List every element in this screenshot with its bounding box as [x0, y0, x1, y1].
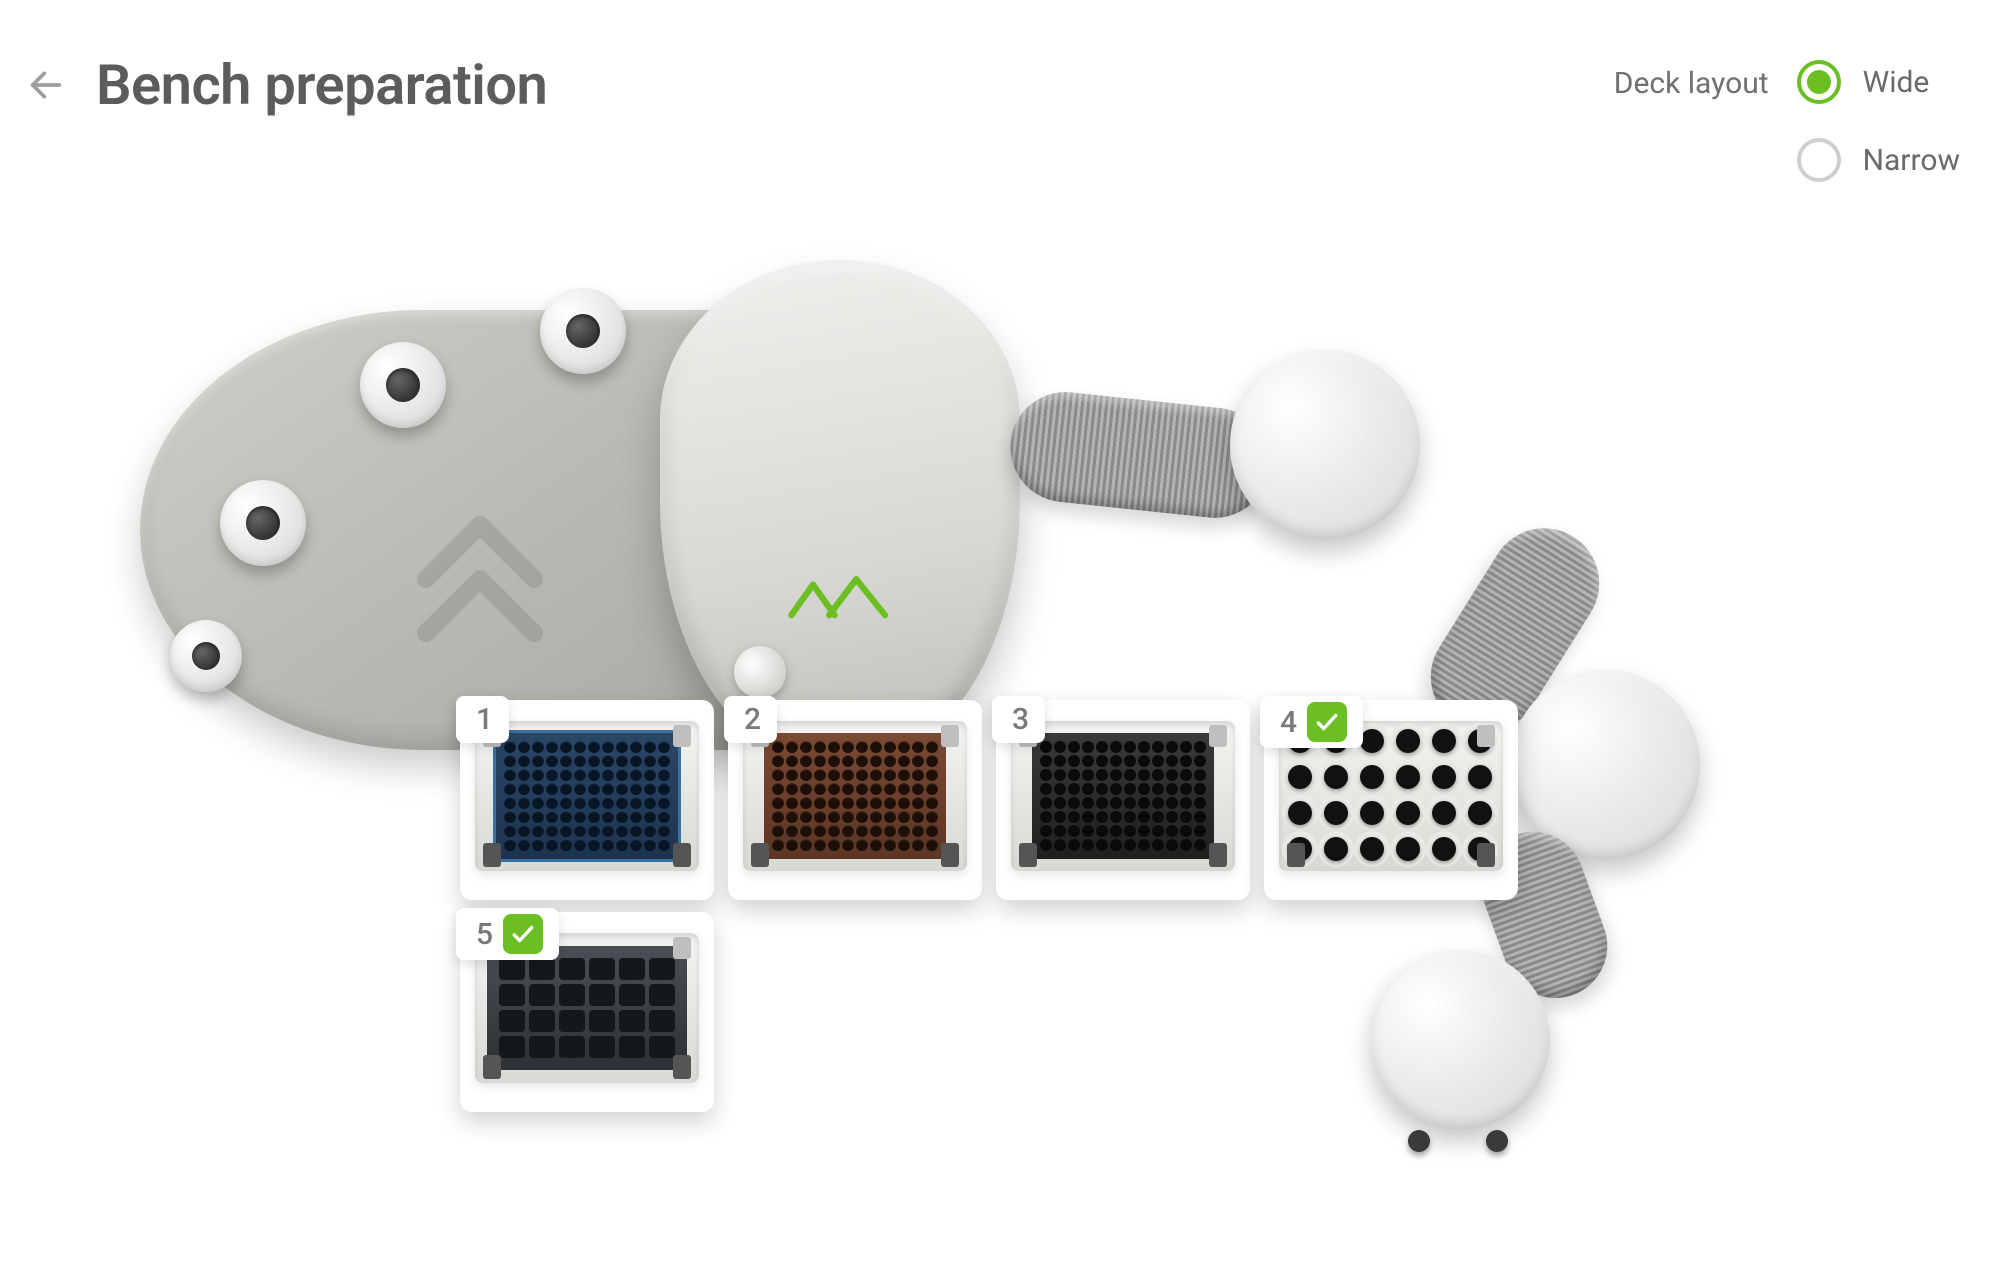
robot-eye — [734, 646, 786, 698]
bench-stage: 1 2 3 4 5 — [140, 260, 1780, 1140]
slot-badge: 5 — [456, 908, 559, 960]
well-grid — [764, 733, 946, 859]
page-title: Bench preparation — [96, 52, 547, 118]
check-icon — [503, 914, 543, 954]
deck-layout-label: Deck layout — [1614, 60, 1769, 101]
radio-indicator — [1797, 138, 1841, 182]
plate-holder — [743, 721, 967, 871]
deck-plate-grid: 1 2 3 4 5 — [460, 700, 1518, 1112]
robot-arm-tip — [1408, 1130, 1430, 1152]
app-root: Bench preparation Deck layout Wide Narro… — [0, 0, 2000, 1280]
page-header: Bench preparation Deck layout Wide Narro… — [24, 52, 1960, 182]
robot-head — [660, 260, 1020, 760]
robot-arm-joint — [1230, 350, 1420, 540]
back-button[interactable] — [24, 63, 68, 107]
deck-layout-picker: Deck layout Wide Narrow — [1614, 52, 1960, 182]
arrow-left-icon — [26, 65, 66, 105]
well-grid — [487, 946, 687, 1070]
pump-knob[interactable] — [360, 342, 446, 428]
deck-layout-option-narrow[interactable]: Narrow — [1797, 138, 1960, 182]
slot-badge: 2 — [724, 696, 777, 743]
slot-number: 4 — [1280, 705, 1297, 740]
radio-indicator — [1797, 60, 1841, 104]
slot-number: 5 — [476, 917, 493, 952]
deck-slot-4[interactable]: 4 — [1264, 700, 1518, 900]
well-grid — [1032, 733, 1214, 859]
radio-label: Narrow — [1863, 143, 1960, 178]
robot-arm-tip — [1486, 1130, 1508, 1152]
well-grid — [493, 730, 681, 862]
deck-layout-radio-group: Wide Narrow — [1797, 60, 1960, 182]
slot-number: 1 — [476, 702, 493, 737]
deck-slot-5[interactable]: 5 — [460, 912, 714, 1112]
plate-holder — [1011, 721, 1235, 871]
deck-slot-1[interactable]: 1 — [460, 700, 714, 900]
deck-layout-option-wide[interactable]: Wide — [1797, 60, 1960, 104]
pump-knob[interactable] — [540, 288, 626, 374]
deck-slot-2[interactable]: 2 — [728, 700, 982, 900]
plate-holder — [475, 721, 699, 871]
pump-knob[interactable] — [170, 620, 242, 692]
base-chevrons-icon — [370, 480, 590, 660]
slot-badge: 4 — [1260, 696, 1363, 748]
radio-label: Wide — [1863, 65, 1930, 100]
deck-slot-3[interactable]: 3 — [996, 700, 1250, 900]
slot-number: 2 — [744, 702, 761, 737]
slot-badge: 1 — [456, 696, 509, 743]
check-icon — [1307, 702, 1347, 742]
brand-logo-icon — [785, 572, 895, 630]
slot-number: 3 — [1012, 702, 1029, 737]
pump-knob[interactable] — [220, 480, 306, 566]
header-left: Bench preparation — [24, 52, 547, 118]
slot-badge: 3 — [992, 696, 1045, 743]
